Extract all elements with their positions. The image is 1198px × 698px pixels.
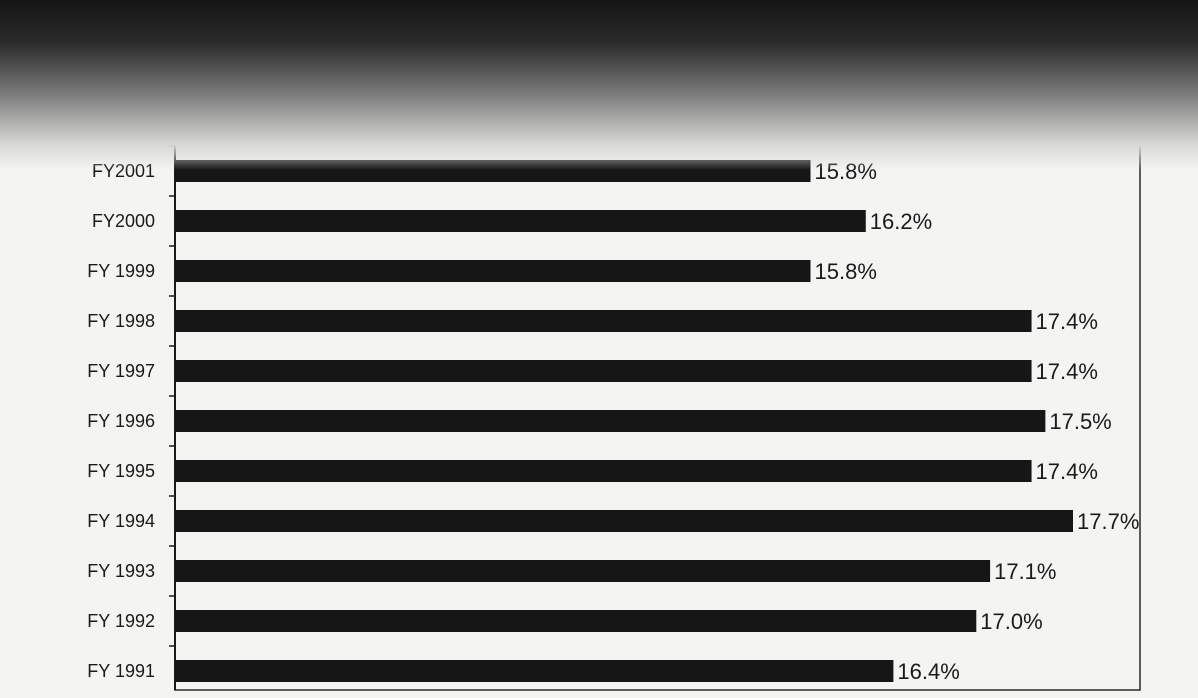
category-label: FY 1993 [87,561,155,581]
category-label: FY2001 [92,161,155,181]
category-label: FY2002 [92,111,155,131]
value-label: 17.7% [1077,509,1139,534]
value-label: 17.4% [1036,459,1098,484]
bar-fy1996 [175,410,1046,432]
bar-fy2001 [175,160,811,182]
category-label: FY 2003 [87,61,155,81]
bar-fy1991 [175,660,894,682]
value-label: 17.4% [1036,309,1098,334]
bar-fy1994 [175,510,1073,532]
value-label: 15.1% [718,59,780,84]
value-label: 17.4% [1036,359,1098,384]
bar-fy1992 [175,610,977,632]
value-label: 15.6% [787,109,849,134]
category-label: FY 1996 [87,411,155,431]
bar-fy1998 [175,310,1032,332]
bar-fy2002 [175,110,783,132]
category-label: FY 1994 [87,511,155,531]
bar-fy1993 [175,560,991,582]
category-label: FY 1995 [87,461,155,481]
value-label: 17.1% [994,559,1056,584]
bar-fy1999 [175,260,811,282]
bar-fy2000 [175,210,866,232]
value-label: 16.4% [897,659,959,684]
bar-fy1995 [175,460,1032,482]
bar-fy1997 [175,360,1032,382]
category-label: FY 1999 [87,261,155,281]
value-label: 15.8% [815,159,877,184]
category-label: FY 1997 [87,361,155,381]
value-label: 17.5% [1049,409,1111,434]
category-label: FY 1992 [87,611,155,631]
value-label: 15.8% [815,259,877,284]
value-label: 17.0% [980,609,1042,634]
category-label: FY2000 [92,211,155,231]
category-label: FY 1998 [87,311,155,331]
category-label: FY 1991 [87,661,155,681]
value-label: 16.2% [870,209,932,234]
bar-fy2003 [175,60,714,82]
